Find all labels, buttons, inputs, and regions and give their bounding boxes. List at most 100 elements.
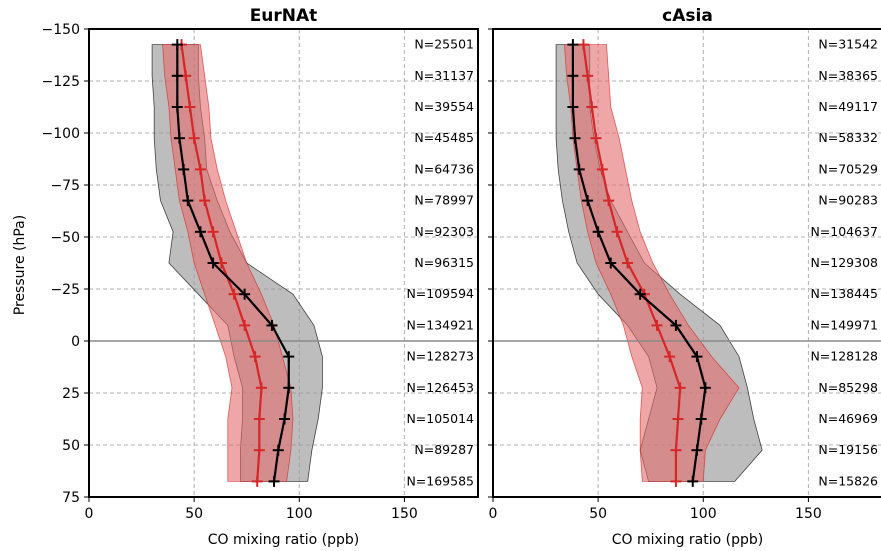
black-series-point xyxy=(171,70,183,82)
red-series-point xyxy=(670,475,682,487)
black-series-point xyxy=(569,132,581,144)
black-series-point xyxy=(171,39,183,51)
black-series-point xyxy=(173,132,185,144)
black-series-point xyxy=(670,319,682,331)
count-label: N=45485 xyxy=(414,130,474,145)
count-label: N=128128 xyxy=(810,349,878,364)
black-series-point xyxy=(171,101,183,113)
y-tick-label: 50 xyxy=(62,438,80,454)
black-series-point xyxy=(279,413,291,425)
red-series-point xyxy=(577,39,589,51)
y-tick-label: −25 xyxy=(50,282,80,298)
red-series-point xyxy=(651,319,663,331)
red-series-point xyxy=(239,319,251,331)
count-label: N=38365 xyxy=(818,68,878,83)
black-series-point xyxy=(268,475,280,487)
black-series-point xyxy=(266,319,278,331)
count-label: N=128273 xyxy=(406,349,474,364)
black-series-point xyxy=(283,382,295,394)
panel-title: EurNAt xyxy=(250,6,318,26)
black-series-point xyxy=(567,39,579,51)
x-axis-label: CO mixing ratio (ppb) xyxy=(612,532,763,548)
black-series-point xyxy=(573,163,585,175)
y-tick-label: −150 xyxy=(42,22,80,38)
red-series-point xyxy=(586,101,598,113)
black-series-point xyxy=(567,101,579,113)
y-tick-label: 0 xyxy=(71,334,80,350)
red-series-point xyxy=(672,413,684,425)
red-series-point xyxy=(207,226,219,238)
count-label: N=64736 xyxy=(414,161,474,176)
black-series-point xyxy=(634,288,646,300)
red-series-point xyxy=(611,226,623,238)
y-tick-label: 75 xyxy=(62,490,80,506)
count-label: N=138445 xyxy=(810,286,878,301)
count-label: N=39554 xyxy=(414,99,474,114)
black-series-point xyxy=(691,444,703,456)
red-series-point xyxy=(582,70,594,82)
red-spread-band xyxy=(162,44,294,482)
count-label: N=105014 xyxy=(406,411,474,426)
count-label: N=89287 xyxy=(414,442,474,457)
x-tick-label: 0 xyxy=(85,506,94,522)
red-series-point xyxy=(596,163,608,175)
x-axis-label: CO mixing ratio (ppb) xyxy=(208,532,359,548)
count-label: N=129308 xyxy=(810,255,878,270)
count-label: N=25501 xyxy=(414,37,474,52)
x-tick-label: 100 xyxy=(690,506,717,522)
count-label: N=96315 xyxy=(414,255,474,270)
black-series-point xyxy=(567,70,579,82)
red-series-point xyxy=(184,101,196,113)
count-label: N=90283 xyxy=(818,193,878,208)
black-series-point xyxy=(239,288,251,300)
panel-title: cAsia xyxy=(662,6,713,26)
black-series-point xyxy=(582,195,594,207)
count-label: N=15826 xyxy=(818,473,878,488)
count-label: N=104637 xyxy=(810,224,878,239)
red-series-point xyxy=(253,413,265,425)
count-label: N=92303 xyxy=(414,224,474,239)
black-series-point xyxy=(691,351,703,363)
x-tick-label: 150 xyxy=(795,506,822,522)
black-series-point xyxy=(283,351,295,363)
black-series-point xyxy=(182,195,194,207)
black-series-point xyxy=(695,413,707,425)
count-label: N=19156 xyxy=(818,442,878,457)
count-label: N=46969 xyxy=(818,411,878,426)
y-tick-label: −100 xyxy=(42,126,80,142)
panel-casia: N=31542 N=38365 N=49117 N=58332 N=70529 N=902… xyxy=(488,6,881,548)
panel-eurnat: N=25501 N=31137 N=39554 N=45485 N=64736 N=789… xyxy=(42,6,479,548)
black-series-point xyxy=(592,226,604,238)
count-label: N=169585 xyxy=(406,473,474,488)
count-label: N=78997 xyxy=(414,193,474,208)
count-label: N=49117 xyxy=(818,99,878,114)
red-series-point xyxy=(603,195,615,207)
black-series-point xyxy=(194,226,206,238)
count-label: N=149971 xyxy=(810,317,878,332)
red-series-point xyxy=(674,382,686,394)
black-series-point xyxy=(605,257,617,269)
count-label: N=31542 xyxy=(818,37,878,52)
y-tick-label: −75 xyxy=(50,178,80,194)
red-series-point xyxy=(664,351,676,363)
black-series-point xyxy=(699,382,711,394)
black-series-point xyxy=(687,475,699,487)
red-series-point xyxy=(253,444,265,456)
count-label: N=134921 xyxy=(406,317,474,332)
red-series-point xyxy=(255,382,267,394)
count-label: N=126453 xyxy=(406,380,474,395)
red-series-point xyxy=(590,132,602,144)
x-tick-label: 0 xyxy=(489,506,498,522)
count-label: N=31137 xyxy=(414,68,474,83)
red-series-point xyxy=(188,132,200,144)
red-series-point xyxy=(199,195,211,207)
x-tick-label: 50 xyxy=(589,506,607,522)
count-label: N=58332 xyxy=(818,130,878,145)
red-series-point xyxy=(249,351,261,363)
black-series-point xyxy=(178,163,190,175)
red-series-point xyxy=(228,288,240,300)
y-axis-label: Pressure (hPa) xyxy=(12,215,28,315)
red-series-point xyxy=(194,163,206,175)
x-tick-label: 50 xyxy=(185,506,203,522)
